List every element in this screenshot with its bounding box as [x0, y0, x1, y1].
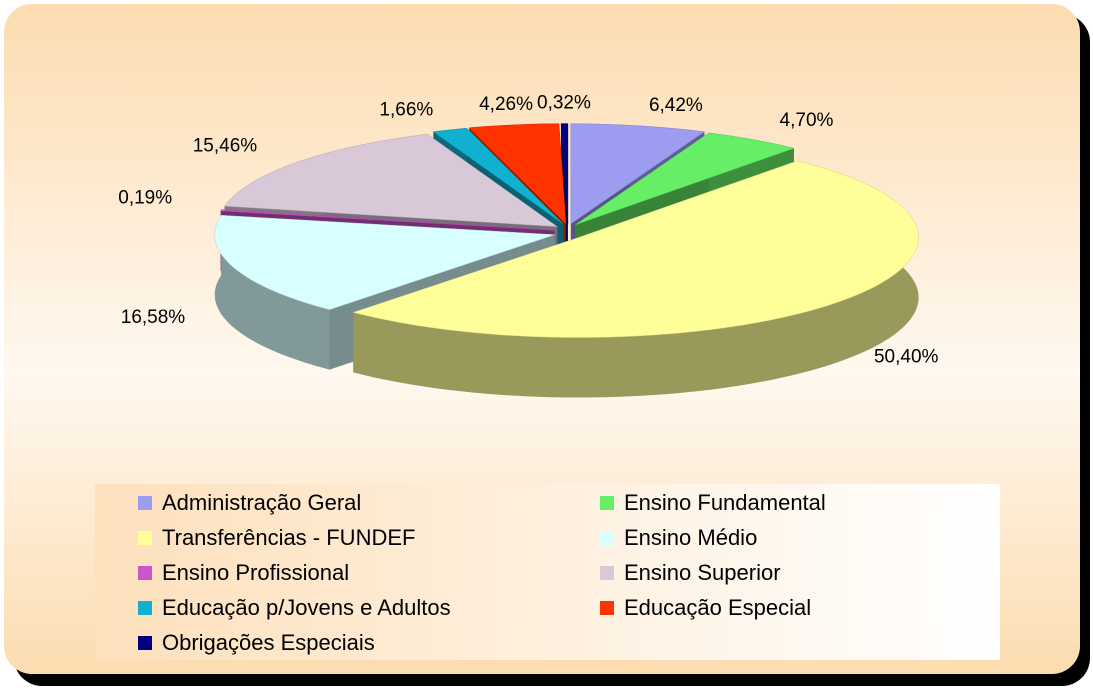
legend-swatch: [138, 531, 152, 545]
data-label: 16,58%: [121, 307, 186, 328]
slice: [570, 123, 705, 225]
legend-label: Educação p/Jovens e Adultos: [162, 595, 451, 620]
pie: 6,42% 4,70% 50,40% 16,58% 0,19% 15,46% 1,66% 4,…: [118, 93, 939, 398]
legend-label: Ensino Fundamental: [624, 490, 826, 515]
legend-label: Transferências - FUNDEF: [162, 525, 415, 550]
slice: [352, 160, 919, 338]
slice: [214, 215, 555, 310]
legend-swatch: [138, 636, 152, 650]
legend-label: Ensino Profissional: [162, 560, 349, 585]
legend: Administração Geral Ensino Fundamental Tra…: [138, 490, 826, 655]
legend-swatch: [600, 566, 614, 580]
data-label: 1,66%: [379, 99, 433, 120]
legend-label: Administração Geral: [162, 490, 361, 515]
slice: [220, 209, 555, 231]
legend-swatch: [138, 496, 152, 510]
slice: [224, 133, 559, 227]
legend-swatch: [600, 531, 614, 545]
legend-swatch: [600, 601, 614, 615]
legend-swatch: [138, 566, 152, 580]
slice: [575, 132, 795, 226]
slice-side: [353, 160, 919, 398]
slice-side: [214, 215, 330, 370]
slice: [432, 127, 564, 225]
legend-label: Educação Especial: [624, 595, 811, 620]
legend-label: Obrigações Especiais: [162, 630, 375, 655]
legend-label: Ensino Médio: [624, 525, 757, 550]
data-label: 4,70%: [780, 110, 834, 131]
data-label: 6,42%: [649, 95, 703, 116]
data-label: 0,32%: [537, 93, 591, 114]
legend-swatch: [138, 601, 152, 615]
slice: [560, 123, 569, 224]
slice: [468, 123, 567, 225]
legend-swatch: [600, 496, 614, 510]
data-label: 50,40%: [874, 346, 939, 367]
legend-box: [95, 484, 1000, 660]
data-label: 0,19%: [118, 187, 172, 208]
legend-label: Ensino Superior: [624, 560, 781, 585]
data-label: 15,46%: [193, 135, 258, 156]
data-label: 4,26%: [479, 94, 533, 115]
